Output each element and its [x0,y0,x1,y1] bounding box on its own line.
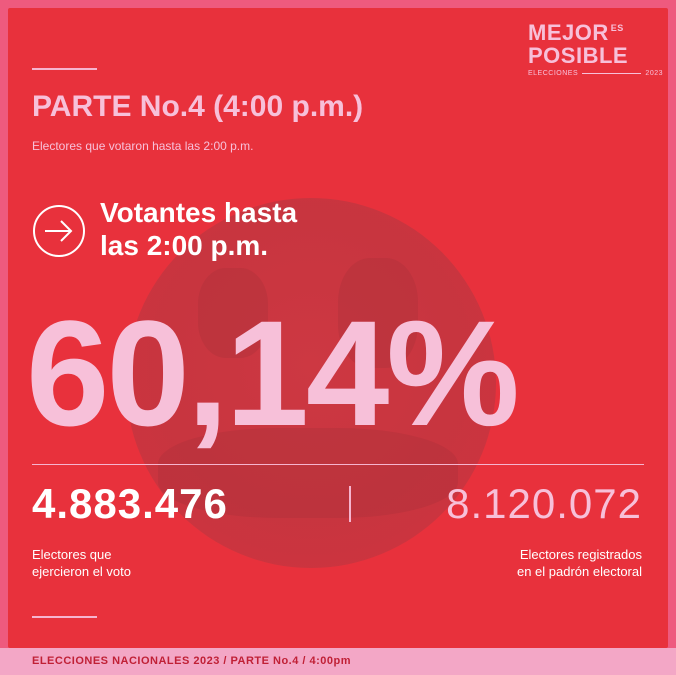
arrow-right-circle-icon [33,205,85,257]
headline-line2-time: 2:00 p.m. [146,230,269,261]
bottom-rule [32,616,97,618]
headline-line2-prefix: las [100,230,147,261]
footer-text: ELECCIONES NACIONALES 2023 / PARTE No.4 … [32,655,352,667]
stats-rule [32,464,644,465]
logo-sub-year: 2023 [645,70,663,77]
registered-caption-line2: en el padrón electoral [516,564,642,579]
page-subtitle: Electores que votaron hasta las 2:00 p.m… [32,139,254,153]
logo-word-es: ES [610,23,624,33]
logo-word-mejor: MEJOR [528,20,609,45]
voters-caption-line2: ejercieron el voto [32,564,131,579]
logo-sub-elecciones: ELECCIONES [528,70,579,77]
registered-count: 8.120.072 [446,480,642,527]
stats-divider [349,486,351,522]
logo: MEJOR ES POSIBLE ELECCIONES 2023 [528,20,663,78]
top-rule [32,68,97,70]
background-figure [338,258,418,368]
logo-sub-divider [582,73,642,74]
voters-count: 4.883.476 [32,480,228,527]
logo-word-posible: POSIBLE [528,43,629,68]
voters-caption: Electores que ejercieron el voto [32,546,232,580]
infographic-card: MEJOR ES POSIBLE ELECCIONES 2023 PARTE N… [8,8,668,648]
headline-line1: Votantes hasta [100,197,298,228]
headline: Votantes hasta las 2:00 p.m. [100,196,297,262]
background-photo-circle [126,198,496,568]
voters-caption-line1: Electores que [32,547,112,562]
turnout-percent: 60,14% [26,289,520,457]
footer-bar: ELECCIONES NACIONALES 2023 / PARTE No.4 … [0,648,676,675]
background-figure [198,268,268,358]
registered-caption: Electores registrados en el padrón elect… [402,546,642,580]
background-table [158,428,458,518]
page-title: PARTE No.4 (4:00 p.m.) [32,90,364,123]
registered-caption-line1: Electores registrados [519,547,642,562]
